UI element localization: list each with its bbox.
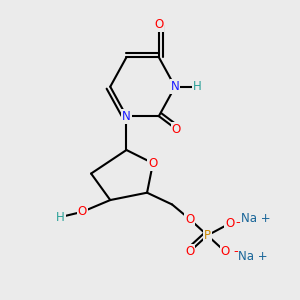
Text: N: N bbox=[122, 110, 131, 123]
Text: O: O bbox=[78, 205, 87, 218]
Text: N: N bbox=[171, 80, 179, 93]
Text: O: O bbox=[172, 123, 181, 136]
Text: H: H bbox=[193, 80, 202, 93]
Text: O: O bbox=[185, 245, 194, 258]
Text: O: O bbox=[154, 18, 164, 32]
Text: H: H bbox=[56, 211, 64, 224]
Text: O: O bbox=[148, 157, 158, 170]
Text: P: P bbox=[204, 229, 211, 242]
Text: -: - bbox=[236, 217, 240, 230]
Text: O: O bbox=[185, 213, 194, 226]
Text: O: O bbox=[225, 217, 234, 230]
Text: O: O bbox=[220, 245, 230, 258]
Text: Na +: Na + bbox=[238, 250, 268, 262]
Text: -: - bbox=[233, 245, 238, 258]
Text: Na +: Na + bbox=[241, 212, 271, 225]
